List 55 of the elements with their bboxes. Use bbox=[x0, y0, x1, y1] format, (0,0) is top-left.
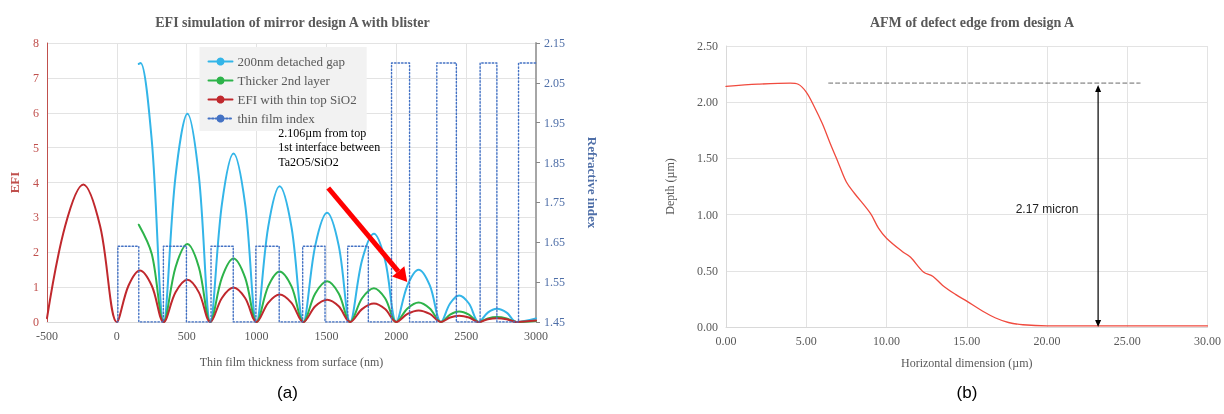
y-axis-title: Depth (µm) bbox=[663, 158, 677, 215]
y-tick-label: 4 bbox=[33, 175, 39, 190]
y2-tick-label: 1.55 bbox=[544, 275, 565, 290]
x-tick-label: 5.00 bbox=[795, 334, 817, 348]
line-series bbox=[137, 223, 537, 323]
x-tick-label: 500 bbox=[177, 329, 196, 343]
y-tick-label: 7 bbox=[33, 70, 39, 85]
y-tick-label: 2 bbox=[33, 245, 39, 260]
x-tick-label: 10.00 bbox=[873, 334, 900, 348]
line-series bbox=[46, 183, 537, 323]
x-tick-label: -500 bbox=[36, 329, 58, 343]
legend-label: 200nm detached gap bbox=[237, 54, 346, 69]
x-tick-label: 2500 bbox=[454, 329, 479, 343]
y-tick-label: 0.50 bbox=[697, 263, 718, 278]
y2-tick-label: 1.95 bbox=[544, 115, 565, 130]
legend-label: Thicker 2nd layer bbox=[237, 73, 331, 88]
chart-title: EFI simulation of mirror design A with blister bbox=[155, 14, 430, 30]
y2-tick-label: 2.15 bbox=[544, 36, 565, 50]
x-tick-label: 0.00 bbox=[715, 334, 737, 348]
text: (b) bbox=[956, 383, 978, 402]
x-tick-label: 1000 bbox=[244, 329, 269, 343]
legend-label: EFI with thin top SiO2 bbox=[237, 92, 357, 107]
x-tick-label: 2000 bbox=[384, 329, 409, 343]
text: (a) bbox=[277, 383, 298, 402]
x-tick-label: 0 bbox=[113, 329, 120, 343]
y-axis-title: EFI bbox=[7, 171, 22, 194]
y2-tick-label: 1.65 bbox=[544, 235, 565, 250]
y-tick-label: 3 bbox=[33, 210, 39, 225]
y2-tick-label: 1.75 bbox=[544, 195, 565, 210]
x-tick-label: 25.00 bbox=[1113, 334, 1141, 348]
annotation: 2.17 micron bbox=[1015, 201, 1079, 216]
y-tick-label: 0 bbox=[33, 315, 39, 329]
y2-axis-title: Refractive index bbox=[585, 136, 600, 229]
legend-label: thin film index bbox=[237, 111, 316, 126]
x-tick-label: 3000 bbox=[524, 329, 548, 343]
y2-tick-label: 1.85 bbox=[544, 155, 565, 170]
x-tick-label: 30.00 bbox=[1194, 334, 1221, 348]
y-tick-label: 1.50 bbox=[697, 151, 718, 166]
annotation: 2.106µm from top 1st interface between Ta2O5/SiO2 bbox=[278, 125, 381, 169]
x-tick-label: 1500 bbox=[314, 329, 339, 343]
y-tick-label: 6 bbox=[33, 105, 39, 120]
y-tick-label: 0.00 bbox=[697, 320, 718, 334]
y2-tick-label: 2.05 bbox=[544, 75, 565, 90]
y-tick-label: 2.00 bbox=[697, 95, 718, 110]
x-axis-title: Thin film thickness from surface (nm) bbox=[199, 355, 384, 369]
y2-tick-label: 1.45 bbox=[544, 315, 565, 329]
x-axis-title: Horizontal dimension (µm) bbox=[900, 356, 1033, 370]
y-tick-label: 1 bbox=[33, 280, 39, 295]
chart-title: AFM of defect edge from design A bbox=[869, 14, 1076, 30]
x-tick-label: 20.00 bbox=[1033, 334, 1061, 348]
x-tick-label: 15.00 bbox=[953, 334, 981, 348]
y-tick-label: 5 bbox=[33, 140, 39, 155]
y-tick-label: 1.00 bbox=[697, 207, 718, 222]
y-tick-label: 8 bbox=[33, 36, 39, 50]
y-tick-label: 2.50 bbox=[697, 39, 718, 53]
